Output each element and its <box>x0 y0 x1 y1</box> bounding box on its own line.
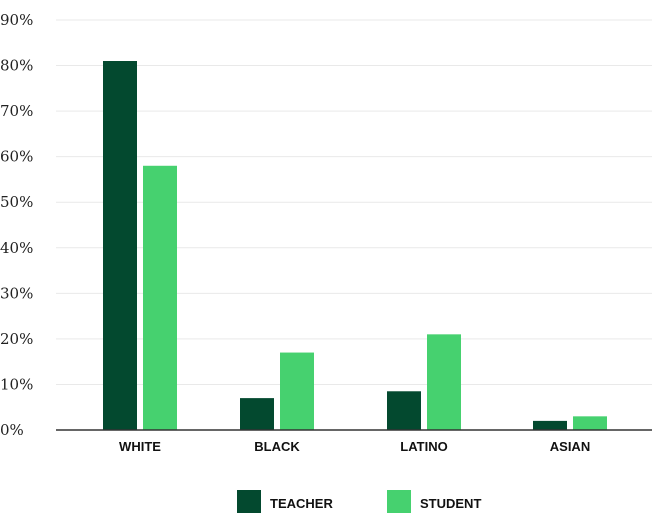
x-axis-category-labels: WHITE BLACK LATINO ASIAN <box>119 439 590 454</box>
x-category-label-black: BLACK <box>254 439 300 454</box>
bar-black-teacher <box>240 398 274 430</box>
x-category-label-asian: ASIAN <box>550 439 590 454</box>
legend-swatch-student <box>387 490 411 513</box>
bars <box>103 61 607 430</box>
x-category-label-white: WHITE <box>119 439 161 454</box>
x-category-label-latino: LATINO <box>400 439 447 454</box>
y-tick-label-0: 0% <box>0 421 24 439</box>
y-tick-label-50: 50% <box>0 193 33 211</box>
y-tick-label-10: 10% <box>0 375 33 393</box>
legend-label-student: STUDENT <box>420 496 481 511</box>
y-tick-label-30: 30% <box>0 284 33 302</box>
bar-white-teacher <box>103 61 137 430</box>
bar-white-student <box>143 165 177 430</box>
y-tick-label-20: 20% <box>0 330 33 348</box>
legend: TEACHER STUDENT <box>237 490 481 513</box>
bar-asian-student <box>573 416 607 430</box>
bar-latino-student <box>427 334 461 430</box>
y-tick-label-40: 40% <box>0 239 33 257</box>
bar-asian-teacher <box>533 420 567 430</box>
y-tick-label-70: 70% <box>0 102 33 120</box>
legend-label-teacher: TEACHER <box>270 496 333 511</box>
y-axis-tick-labels: 0% 10% 20% 30% 40% 50% 60% 70% 80% 90% <box>0 11 33 439</box>
y-tick-label-80: 80% <box>0 57 33 75</box>
y-tick-label-60: 60% <box>0 148 33 166</box>
bar-black-student <box>280 352 314 430</box>
y-tick-label-90: 90% <box>0 11 33 29</box>
bar-latino-teacher <box>387 391 421 430</box>
legend-swatch-teacher <box>237 490 261 513</box>
